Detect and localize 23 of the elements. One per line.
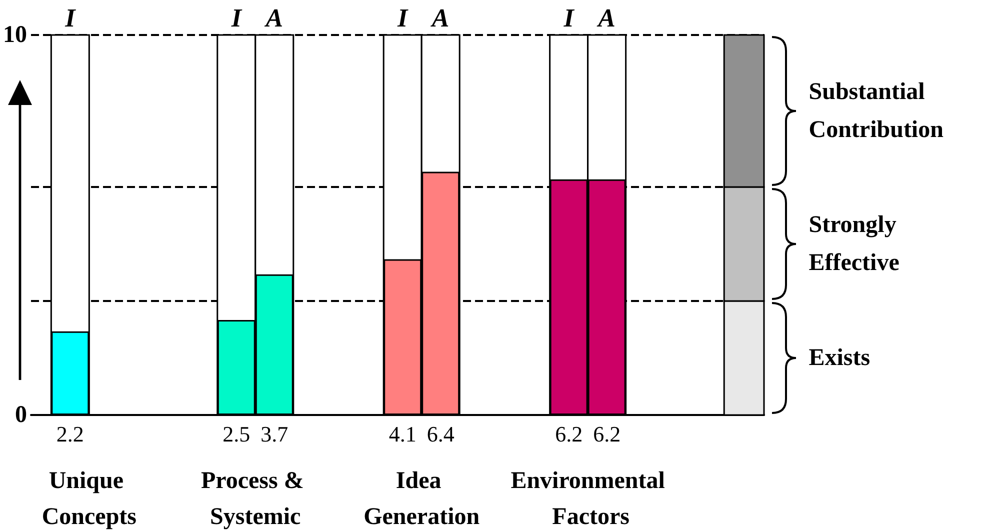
text: I — [231, 4, 242, 32]
data-label: 6.4 — [426, 422, 454, 446]
x-tick-label: Process & Systemic — [200, 468, 310, 530]
y-tick-label: 0 — [15, 402, 27, 428]
text: I — [562, 4, 575, 32]
data-label: 3.7 — [260, 422, 288, 446]
x-tick-label: Unique Concepts — [42, 468, 137, 530]
data-label: 6.2 — [593, 422, 621, 446]
band-label: Substantial Contribution — [808, 79, 944, 143]
text: A — [430, 4, 450, 32]
y-tick-label: 10 — [3, 22, 27, 48]
band-label: Strongly Effective — [808, 212, 902, 276]
data-label: 2.5 — [222, 422, 250, 446]
x-tick-label: Idea Generation — [364, 468, 480, 530]
data-label: 4.1 — [388, 422, 416, 446]
band-label: Exists — [808, 345, 870, 371]
x-tick-label: Environmental Factors — [510, 468, 666, 530]
text: A — [598, 4, 616, 32]
data-label: 6.2 — [555, 422, 583, 446]
text: A — [266, 4, 284, 32]
data-label: 2.2 — [56, 422, 84, 446]
text: I — [398, 4, 408, 32]
text: I — [65, 4, 76, 32]
